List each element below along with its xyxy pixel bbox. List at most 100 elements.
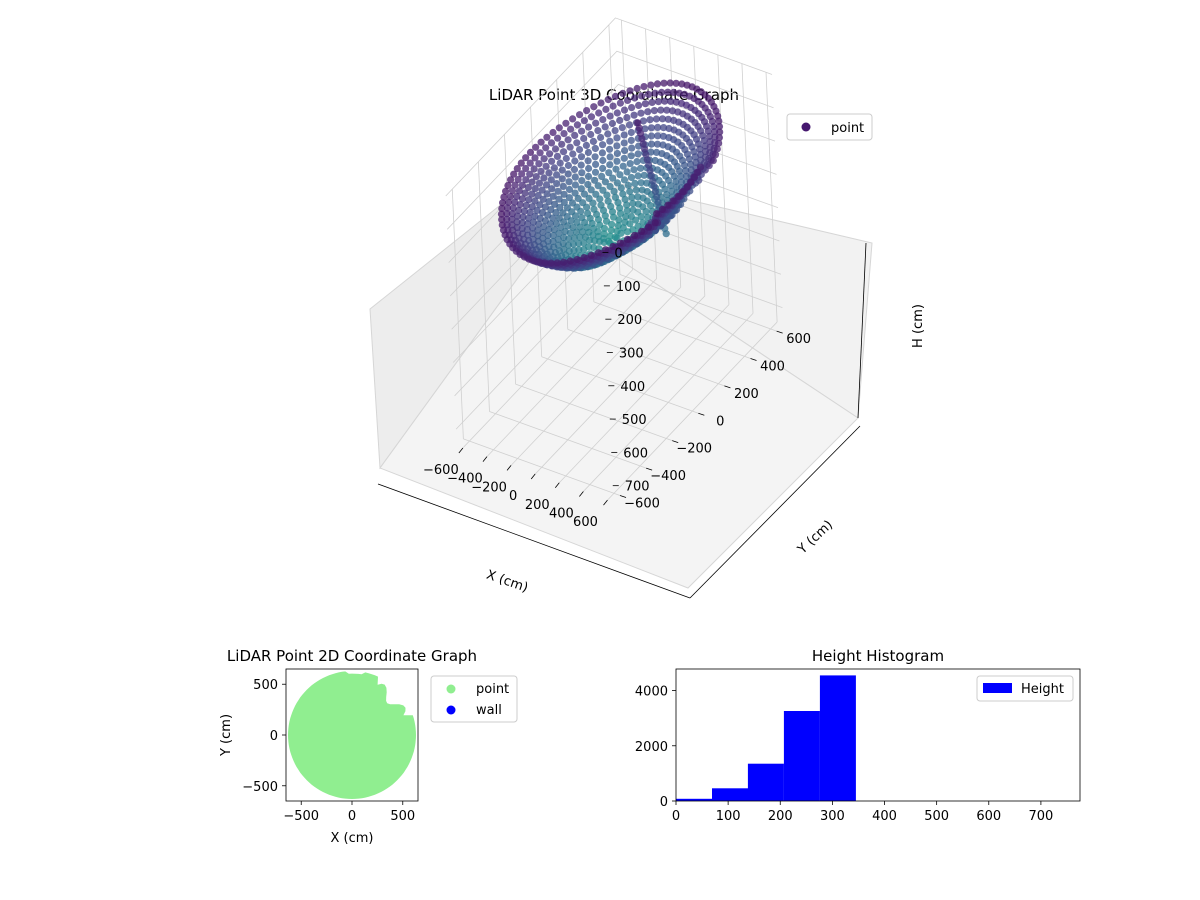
point-3d [546,150,554,158]
point-3d [659,132,668,140]
point-3d [585,123,593,131]
x-tick-mark-3d [458,447,464,454]
y-tick-label-3d: 400 [760,359,785,374]
x-tick-mark-3d [530,473,536,480]
point-3d [646,202,655,210]
point-3d [658,205,667,213]
histogram-bar [783,711,820,801]
point-3d [627,173,636,182]
point-3d [531,212,539,220]
point-3d [562,119,570,127]
point-3d [580,190,589,198]
point-3d [616,239,624,247]
point-3d [549,192,557,200]
point-3d [639,117,648,125]
point-3d [608,119,617,128]
point-3d [632,216,640,224]
point-3d [570,165,579,174]
point-3d [571,173,579,181]
point-3d [610,213,618,221]
point-3d [602,246,610,254]
point-3d [560,190,568,198]
point-3d [711,128,719,136]
point-3d [617,184,625,192]
point-3d [543,190,551,198]
point-3d [634,150,642,158]
point-3d [540,174,548,182]
point-3d [628,193,636,201]
point-3d [605,169,613,177]
point-3d [664,88,672,96]
point-3d [599,206,608,214]
point-3d [551,200,559,208]
point-3d [574,194,582,203]
point-3d [713,145,721,153]
point-3d [560,258,568,266]
x-tick-label-histogram: 0 [672,809,680,824]
point-3d [705,132,714,140]
legend-2d-point-label: point [476,682,509,697]
grid-line-height [445,17,773,197]
point-3d [606,182,614,191]
point-3d [633,158,641,166]
point-3d [602,105,610,113]
point-3d [571,189,579,197]
point-3d [630,231,639,240]
point-3d [584,148,593,157]
point-3d [547,176,555,184]
point-3d [528,190,536,198]
point-3d [576,233,584,241]
legend-2d-point-marker [446,684,456,694]
point-3d [576,111,584,119]
point-3d [513,165,521,173]
point-3d [613,109,621,117]
point-3d [549,128,557,137]
x-tick-label-3d: 400 [549,506,574,521]
point-3d [572,228,581,236]
point-3d [705,162,713,170]
z-tick-label-3d: 300 [619,346,644,361]
point-3d [635,101,643,109]
point-3d [591,144,600,153]
point-3d [633,84,641,93]
point-3d [679,188,687,196]
point-3d [651,89,659,97]
point-3d [594,249,603,257]
x-tick-label-3d: 600 [573,515,598,530]
point-3d [518,181,526,189]
legend-histogram-label: Height [1021,682,1064,697]
point-3d [609,242,617,251]
point-3d [590,103,598,111]
point-3d [599,141,607,149]
grid-line-height [446,50,774,230]
point-3d [715,117,723,125]
z-axis-label-3d: H (cm) [911,304,926,348]
z-tick-label-3d: 100 [616,280,641,295]
point-3d [582,141,591,149]
x-tick-label-2d: 500 [390,809,415,824]
point-3d [715,139,723,147]
point-3d [503,204,512,212]
point-3d [644,108,652,116]
point-3d [653,140,662,148]
point-3d [641,125,649,133]
point-3d [507,176,515,184]
point-3d [522,201,530,209]
point-3d [716,128,724,136]
point-3d [631,179,639,187]
point-3d [601,123,609,131]
point-3d [577,207,585,215]
point-3d [599,164,607,172]
point-3d [638,227,646,235]
point-3d [597,133,605,142]
point-3d [577,161,585,169]
point-3d [622,213,630,221]
point-3d [573,255,581,264]
point-3d [604,130,612,138]
point-3d [619,89,627,97]
z-tick-label-3d: 200 [617,313,642,328]
point-3d [580,239,588,247]
legend-2d-wall-label: wall [476,703,502,718]
point-3d [715,134,724,142]
